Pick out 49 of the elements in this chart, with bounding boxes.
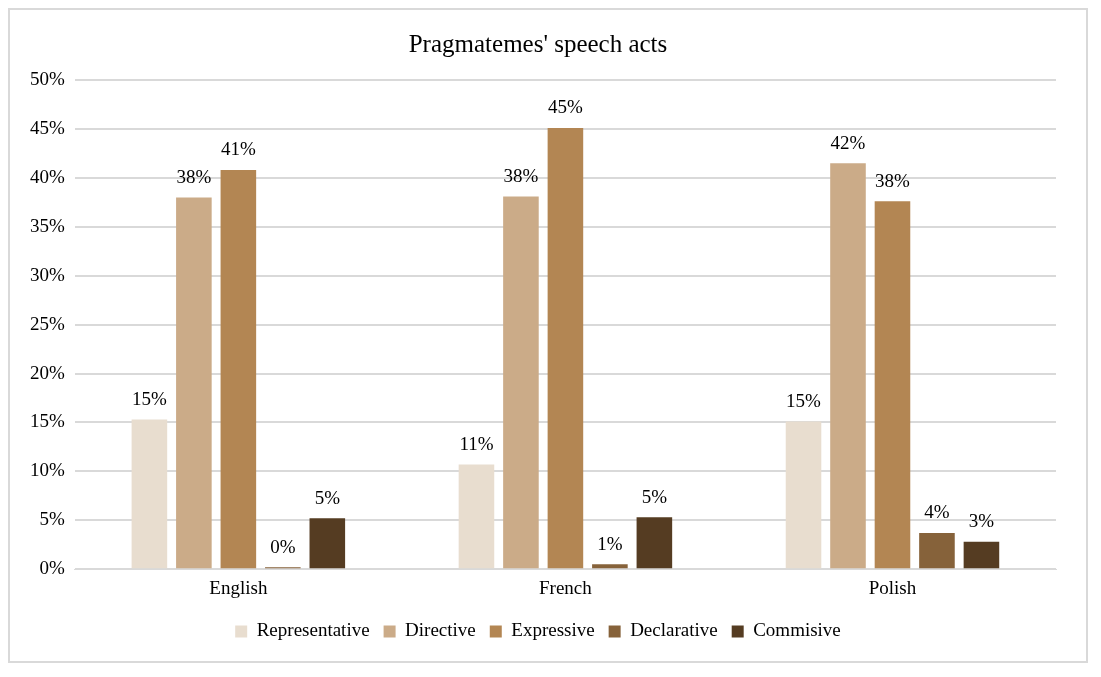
x-tick-label: Polish [868, 576, 917, 598]
data-label: 5% [314, 486, 341, 508]
bar [176, 197, 212, 569]
data-label: 3% [968, 510, 995, 532]
bar [592, 564, 628, 569]
data-label: 1% [597, 532, 623, 554]
chart-title: Pragmatemes' speech acts [408, 29, 668, 57]
bar [547, 127, 584, 569]
data-label: 41% [220, 138, 256, 160]
bar [458, 464, 495, 569]
bar [963, 541, 1000, 569]
bar [309, 518, 346, 569]
bar [636, 517, 673, 569]
data-label: 45% [548, 96, 583, 118]
y-tick-label: 10% [30, 459, 65, 481]
y-tick-label: 35% [30, 214, 65, 236]
legend-label: Directive [405, 619, 476, 641]
bar [830, 163, 866, 569]
bar [874, 201, 911, 569]
y-tick-label: 15% [30, 410, 65, 432]
data-label: 38% [503, 164, 539, 186]
y-tick-label: 5% [39, 508, 65, 530]
data-label: 4% [924, 501, 950, 523]
data-label: 15% [131, 387, 167, 409]
legend-label: Commisive [753, 619, 841, 641]
data-label: 42% [830, 131, 866, 153]
data-label: 0% [270, 535, 296, 557]
legend-label: Representative [256, 619, 370, 641]
bar [785, 421, 822, 569]
data-label: 38% [875, 169, 911, 191]
y-tick-label: 50% [30, 67, 65, 89]
bar [220, 170, 257, 569]
bar [919, 533, 955, 569]
y-tick-label: 0% [39, 557, 65, 579]
data-label: 15% [786, 389, 822, 411]
data-label: 38% [176, 165, 212, 187]
y-tick-label: 20% [30, 361, 65, 383]
y-tick-label: 25% [30, 312, 65, 334]
data-label: 11% [459, 433, 494, 454]
x-tick-label: French [539, 576, 593, 598]
data-label: 5% [641, 485, 668, 507]
bar [503, 196, 539, 569]
legend-label: Declarative [630, 619, 718, 641]
y-tick-label: 45% [30, 116, 65, 138]
y-tick-label: 40% [30, 165, 65, 187]
bar [131, 419, 168, 569]
x-tick-label: English [209, 576, 268, 598]
y-tick-label: 30% [30, 263, 65, 285]
legend-label: Expressive [511, 619, 595, 641]
